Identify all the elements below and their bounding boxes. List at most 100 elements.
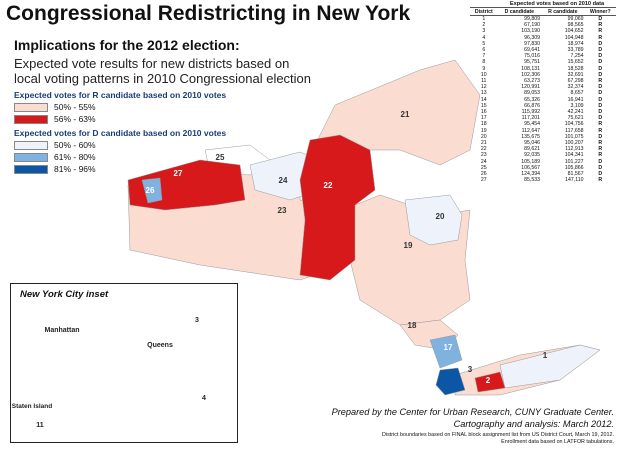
table-row: 3 103,190 104,652 R <box>470 28 616 34</box>
cell-winner: R <box>598 121 603 128</box>
col-r-candidate: R candidate <box>541 8 585 16</box>
cell-winner: D <box>598 115 603 122</box>
legend-swatch <box>14 140 48 150</box>
cell-winner: R <box>598 177 603 184</box>
cell-winner: D <box>598 102 603 109</box>
table-row: 16 115,992 42,241 D <box>470 109 616 115</box>
cell-winner: R <box>598 146 603 153</box>
cell-r-votes: 104,341 <box>564 152 584 159</box>
legend-r-item-2: 56% - 63% <box>14 114 96 124</box>
table-row: 21 95,046 100,207 R <box>470 140 616 146</box>
inset-label: Staten Island <box>12 403 52 410</box>
inset-label: 10 <box>70 380 78 387</box>
cell-r-votes: 81,567 <box>567 171 584 178</box>
district-2-shape <box>474 371 506 393</box>
fineprint-line-1: District boundaries based on FINAL block… <box>382 432 614 438</box>
cell-d-votes: 117,201 <box>521 115 541 122</box>
cell-winner: R <box>598 140 603 147</box>
cell-winner: R <box>598 28 603 35</box>
table-row: 25 106,567 105,866 D <box>470 165 616 171</box>
cell-winner: D <box>598 59 603 66</box>
district-label-24: 24 <box>279 176 288 185</box>
cell-district: 22 <box>480 146 487 153</box>
cell-district: 20 <box>480 133 487 140</box>
table-row: 13 89,053 8,657 D <box>470 90 616 96</box>
cell-district: 8 <box>482 59 486 66</box>
inset-label: The Bronx <box>133 299 168 306</box>
cell-r-votes: 104,756 <box>564 121 584 128</box>
col-district: District <box>470 8 498 16</box>
table-row: 27 85,533 147,110 R <box>470 177 616 183</box>
cell-r-votes: 99,069 <box>567 16 584 22</box>
inset-label: 13 <box>98 315 106 322</box>
cell-winner: D <box>598 16 603 22</box>
inset-label: 16 <box>146 289 154 296</box>
cell-r-votes: 32,691 <box>567 71 584 78</box>
cell-d-votes: 69,641 <box>524 47 541 54</box>
cell-district: 6 <box>482 47 486 54</box>
page-title: Congressional Redistricting in New York <box>6 2 411 25</box>
cell-d-votes: 97,830 <box>524 40 541 47</box>
cell-winner: D <box>598 71 603 78</box>
district-17-shape <box>429 334 463 369</box>
cell-d-votes: 92,035 <box>524 152 541 159</box>
cell-winner: D <box>598 65 603 72</box>
table-row: 7 75,016 7,254 D <box>470 53 616 59</box>
cell-r-votes: 32,374 <box>567 84 584 91</box>
results-table-panel: Expected votes based on 2010 data Distri… <box>470 1 616 183</box>
cell-district: 18 <box>480 121 487 128</box>
cell-d-votes: 99,809 <box>524 16 541 22</box>
legend-d-heading: Expected votes for D candidate based on … <box>14 128 227 138</box>
cell-r-votes: 101,075 <box>564 133 584 140</box>
cell-district: 19 <box>480 127 487 134</box>
results-table-body: 1 99,809 99,069 D 2 67,190 98,565 R 3 103,190 104,… <box>470 16 616 184</box>
cell-r-votes: 18,528 <box>567 65 584 72</box>
cell-district: 23 <box>480 152 487 159</box>
cell-d-votes: 135,675 <box>521 133 541 140</box>
cell-r-votes: 67,298 <box>567 78 584 85</box>
cell-r-votes: 100,207 <box>564 140 584 147</box>
cell-winner: D <box>598 90 603 97</box>
cell-d-votes: 89,621 <box>524 146 541 153</box>
cell-district: 11 <box>481 78 487 85</box>
table-row: 14 65,326 16,941 D <box>470 97 616 103</box>
legend-swatch <box>14 152 48 162</box>
page-subtitle: Implications for the 2012 election: <box>14 37 240 53</box>
table-row: 17 117,201 75,621 D <box>470 115 616 121</box>
cell-d-votes: 66,876 <box>524 102 541 109</box>
district-label-26: 26 <box>146 186 155 195</box>
cell-d-votes: 89,053 <box>524 90 541 97</box>
credit-line-2: Cartography and analysis: March 2012. <box>453 418 614 429</box>
cell-r-votes: 117,658 <box>565 127 584 134</box>
table-header-row: District D candidate R candidate Winner? <box>470 8 616 16</box>
district-label-25: 25 <box>216 153 225 162</box>
cell-d-votes: 108,131 <box>521 65 541 72</box>
col-d-candidate: D candidate <box>497 8 542 16</box>
inset-label: Brooklyn <box>89 403 119 410</box>
cell-district: 15 <box>480 102 487 109</box>
cell-r-votes: 33,789 <box>567 47 584 54</box>
cell-r-votes: 98,565 <box>567 22 584 29</box>
cell-r-votes: 105,866 <box>564 164 584 171</box>
table-row: 18 95,454 104,756 R <box>470 121 616 127</box>
cell-winner: D <box>598 53 603 60</box>
legend-swatch <box>14 114 48 124</box>
cell-d-votes: 103,190 <box>521 28 541 35</box>
district-label-19: 19 <box>404 241 413 250</box>
table-row: 5 97,830 18,974 D <box>470 41 616 47</box>
cell-d-votes: 96,309 <box>524 34 541 41</box>
results-table-caption: Expected votes based on 2010 data <box>470 1 616 8</box>
inset-label: 8 <box>106 367 110 374</box>
cell-winner: D <box>598 96 603 103</box>
cell-r-votes: 3,109 <box>570 102 584 109</box>
cell-district: 21 <box>480 140 487 147</box>
cell-winner: R <box>598 22 603 29</box>
cell-d-votes: 124,394 <box>521 171 541 178</box>
cell-r-votes: 42,241 <box>567 109 584 116</box>
cell-d-votes: 112,647 <box>521 127 541 134</box>
inset-label: Queens <box>147 342 173 349</box>
cell-d-votes: 75,016 <box>524 53 541 60</box>
inset-label: 9 <box>101 385 105 392</box>
